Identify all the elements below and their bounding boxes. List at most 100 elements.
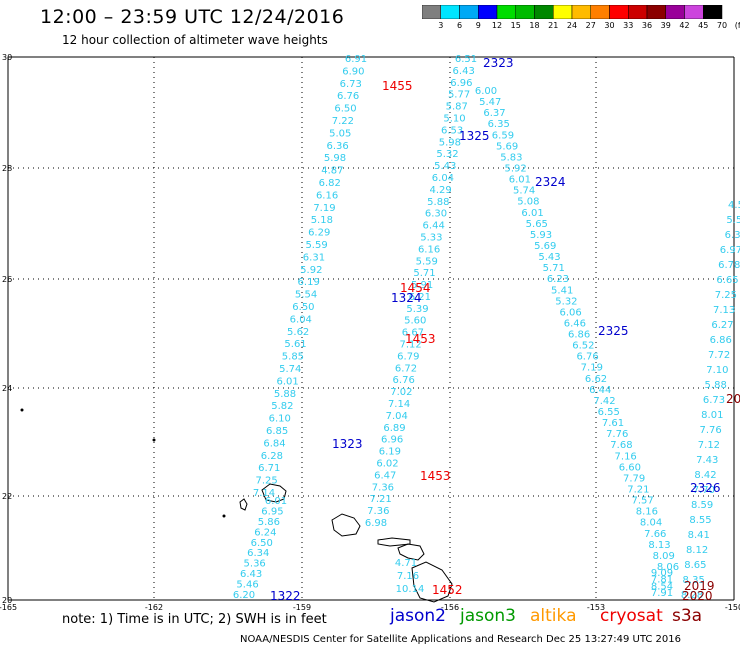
wave-height-value: 7.21	[627, 485, 649, 496]
wave-height-value: 5.33	[420, 232, 442, 243]
latitude-label: 24	[2, 384, 12, 393]
wave-height-value: 8.13	[648, 540, 670, 551]
colorbar-label: 27	[585, 21, 596, 30]
islet	[152, 438, 156, 442]
wave-height-value: 5.41	[551, 285, 573, 296]
longitude-label: -153	[587, 603, 605, 612]
wave-height-value: 6.34	[247, 548, 269, 559]
wave-height-value: 5.5	[726, 215, 740, 226]
wave-height-value: 7.76	[606, 429, 628, 440]
wave-height-value: 8.12	[686, 545, 708, 556]
wave-height-value: 5.92	[504, 163, 526, 174]
colorbar-swatch	[496, 5, 516, 19]
wave-height-value: 6.04	[290, 314, 312, 325]
wave-height-value: 6.37	[483, 108, 505, 119]
wave-height-value: 6.01	[509, 175, 531, 186]
wave-height-value: 6.90	[342, 66, 364, 77]
wave-height-value: 6.76	[337, 91, 359, 102]
wave-height-value: 5.92	[300, 265, 322, 276]
latitude-label: 30	[2, 53, 12, 62]
wave-height-value: 7.66	[644, 529, 666, 540]
wave-height-value: 8.01	[701, 410, 723, 421]
wave-height-value: 6.84	[263, 438, 285, 449]
colorbar-swatch	[684, 5, 704, 19]
wave-height-value: 5.62	[287, 327, 309, 338]
wave-height-value: 6.95	[261, 506, 283, 517]
wave-height-value: 7.72	[708, 350, 730, 361]
pass-label: 2324	[535, 175, 566, 189]
wave-height-value: 7.16	[397, 571, 419, 582]
colorbar-swatch	[440, 5, 460, 19]
wave-height-value: 5.87	[446, 102, 468, 113]
colorbar-label: 3	[438, 21, 444, 30]
island-maui	[397, 543, 425, 561]
wave-height-value: 5.74	[279, 364, 301, 375]
colorbar-label: 45	[698, 21, 709, 30]
wave-height-value: 5.39	[406, 304, 428, 315]
wave-height-value: 6.29	[308, 228, 330, 239]
island-niihau	[239, 498, 248, 511]
wave-height-value: 5.05	[329, 128, 351, 139]
wave-height-value: 7.42	[593, 396, 615, 407]
wave-height-value: 6.97	[720, 245, 740, 256]
colorbar-label: 24	[566, 21, 578, 30]
wave-height-value: 6.24	[254, 527, 276, 538]
wave-height-value: 5.61	[284, 339, 306, 350]
wave-height-value: 7.14	[253, 488, 275, 499]
wave-height-value: 5.82	[271, 401, 293, 412]
wave-height-value: 7.16	[615, 451, 637, 462]
wave-height-value: 4.29	[429, 185, 451, 196]
islet	[222, 514, 226, 518]
wave-height-value: 5.69	[496, 141, 518, 152]
wave-height-value: 8.09	[653, 551, 675, 562]
wave-height-value: 6.35	[488, 119, 510, 130]
wave-height-value: 8.16	[636, 507, 658, 518]
wave-height-value: 7.12	[698, 440, 720, 451]
wave-height-value: 5.36	[244, 559, 266, 570]
wave-height-value: 6.23	[547, 274, 569, 285]
colorbar-label: 21	[548, 21, 559, 30]
wave-height-value: 6.89	[383, 423, 405, 434]
island-oahu	[331, 513, 361, 537]
wave-height-value: 6.55	[598, 407, 620, 418]
wave-height-value: 8.65	[684, 560, 706, 571]
wave-height-value: 6.43	[453, 66, 475, 77]
pass-label: 2020	[682, 589, 713, 603]
wave-height-value: 5.88	[274, 389, 296, 400]
wave-height-value: 8.41	[688, 530, 710, 541]
longitude-label: -162	[145, 603, 163, 612]
wave-height-value: 6.79	[397, 351, 419, 362]
wave-height-value: 8.42	[694, 470, 716, 481]
longitude-label: -159	[293, 603, 311, 612]
colorbar-swatch	[665, 5, 685, 19]
wave-height-value: 6.96	[381, 435, 403, 446]
wave-height-value: 6.98	[365, 518, 387, 529]
wave-height-value: 5.71	[413, 268, 435, 279]
wave-height-value: 6.78	[718, 260, 740, 271]
wave-height-value: 5.93	[530, 230, 552, 241]
wave-height-value: 6.73	[703, 395, 725, 406]
wave-height-value: 6.16	[316, 190, 338, 201]
pass-label: 1454	[400, 281, 431, 295]
wave-height-value: 5.18	[311, 215, 333, 226]
wave-height-value: 6.65	[716, 275, 738, 286]
colorbar-swatch	[703, 5, 723, 19]
wave-height-value: 6.21	[409, 292, 431, 303]
wave-height-value: 6.51	[455, 54, 477, 65]
wave-height-value: 6.82	[319, 178, 341, 189]
legend-s3a: s3a	[672, 606, 703, 626]
island-kauai	[261, 483, 287, 503]
wave-height-value: 6.04	[432, 173, 454, 184]
page-title: 12:00 – 23:59 UTC 12/24/2016	[40, 6, 345, 28]
altimeter-tracks: 6.916.906.736.766.507.225.056.365.984.87…	[233, 54, 740, 601]
pass-label: 1325	[459, 129, 490, 143]
wave-height-value: 5.43	[538, 252, 560, 263]
wave-height-value: 8.55	[689, 515, 711, 526]
wave-height-value: 5.59	[305, 240, 327, 251]
islet	[20, 408, 24, 412]
wave-height-value: 9.09	[651, 568, 673, 579]
legend-jason3: jason3	[460, 606, 516, 626]
wave-height-value: 6.62	[585, 374, 607, 385]
